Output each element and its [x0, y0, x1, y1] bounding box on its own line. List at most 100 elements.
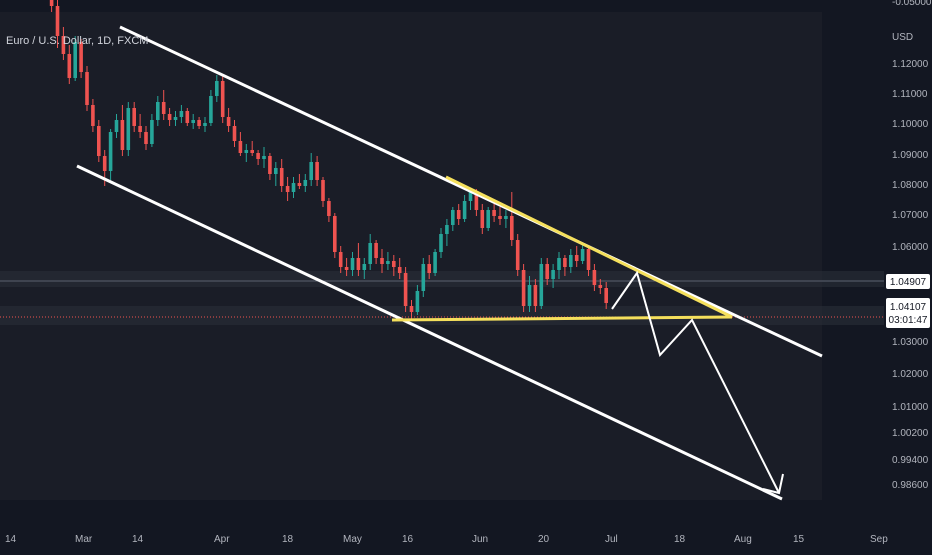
price-tick-label: 1.06000 [892, 242, 929, 253]
price-band [0, 306, 884, 325]
triangle-upper-line[interactable] [445, 175, 733, 319]
candle-body [327, 201, 331, 216]
time-tick-label: 18 [674, 534, 686, 545]
candle-body [108, 132, 113, 171]
channel-upper-line[interactable] [119, 25, 823, 358]
candle-body [368, 243, 372, 264]
candle-body [604, 288, 608, 303]
candle-body [256, 153, 260, 159]
time-tick-label: 16 [402, 534, 414, 545]
time-tick-label: Jun [472, 534, 488, 545]
candle-body [563, 258, 567, 267]
candle-body [244, 150, 249, 153]
candle-body [386, 261, 390, 264]
candle-body [409, 306, 414, 312]
candle-body [91, 105, 95, 126]
level-band [0, 271, 884, 287]
candle-body [250, 150, 254, 153]
projection-path[interactable] [611, 270, 780, 494]
candle-body [215, 81, 219, 96]
candle-body [303, 180, 308, 186]
price-tick-label: 1.00200 [892, 428, 929, 439]
candle-body [138, 126, 142, 132]
candle-body [521, 270, 526, 306]
time-tick-label: 18 [282, 534, 294, 545]
candle-body [486, 210, 490, 228]
candle-body [421, 264, 426, 291]
candle-body [569, 255, 573, 267]
candle-body [49, 0, 54, 6]
candles-group [49, 0, 608, 321]
candle-body [598, 285, 603, 288]
candle-body [539, 264, 544, 306]
candle-body [55, 6, 60, 36]
candle-body [362, 264, 367, 270]
candle-body [315, 162, 319, 180]
candle-body [203, 123, 207, 126]
candle-body [97, 126, 101, 156]
candle-body [120, 120, 125, 150]
time-tick-label: Apr [214, 534, 230, 545]
current-price-tag: 1.04107 [890, 302, 927, 313]
candle-body [279, 168, 284, 186]
price-tick-label: 1.12000 [892, 59, 929, 70]
candle-body [456, 210, 461, 219]
candle-body [397, 267, 402, 273]
candle-body [462, 201, 467, 219]
price-tick-label: 0.99400 [892, 455, 929, 466]
candle-body [268, 156, 272, 174]
candle-body [439, 234, 443, 252]
top-tick-label: -0.05000 [892, 0, 932, 8]
candle-body [468, 192, 473, 201]
symbol-title: Euro / U.S. Dollar, 1D, FXCM [6, 35, 149, 47]
candle-body [220, 81, 225, 117]
price-tick-label: 1.03000 [892, 337, 929, 348]
candle-body [574, 255, 579, 261]
channel-lower-line[interactable] [76, 164, 783, 501]
time-tick-label: 14 [5, 534, 17, 545]
candle-body [197, 120, 201, 126]
candle-body [73, 42, 77, 78]
price-tick-label: 1.01000 [892, 402, 929, 413]
candle-body [226, 117, 231, 126]
triangle-lower-line[interactable] [391, 315, 733, 322]
time-axis[interactable]: 14 Mar 14 Apr 18 May 16 Jun 20 Jul 18 Aug 15 Sep [5, 534, 888, 545]
candle-body [85, 72, 89, 105]
time-tick-label: 20 [538, 534, 550, 545]
currency-label: USD [892, 32, 913, 43]
candle-body [451, 210, 455, 225]
candle-body [580, 249, 585, 261]
price-tick-label: 1.07000 [892, 210, 929, 221]
level-price-tag-bg [886, 274, 930, 289]
time-tick-label: May [343, 534, 362, 545]
candle-body [61, 36, 66, 54]
candle-body [79, 42, 83, 72]
candle-body [297, 183, 302, 186]
candle-body [285, 186, 290, 192]
candle-body [592, 270, 597, 285]
current-price-tag-bg [886, 298, 930, 328]
candle-body [350, 258, 355, 270]
price-tick-label: 1.09000 [892, 150, 929, 161]
countdown-tag: 03:01:47 [889, 315, 928, 326]
candle-body [232, 126, 237, 141]
candle-body [533, 285, 538, 306]
candle-body [551, 270, 555, 279]
candle-body [427, 264, 431, 273]
candle-body [557, 258, 561, 270]
time-tick-label: Mar [75, 534, 93, 545]
candle-body [333, 216, 337, 252]
time-tick-label: Sep [870, 534, 888, 545]
price-tick-label: 0.98600 [892, 480, 929, 491]
candle-body [403, 273, 408, 306]
candle-body [309, 162, 313, 180]
candle-body [433, 252, 437, 273]
candle-body [114, 120, 119, 132]
price-scale[interactable]: 1.12000 1.11000 1.10000 1.09000 1.08000 1.070… [892, 59, 929, 491]
candle-body [338, 252, 343, 267]
candle-body [191, 120, 195, 123]
candle-body [67, 54, 72, 78]
price-tick-label: 1.10000 [892, 119, 929, 130]
